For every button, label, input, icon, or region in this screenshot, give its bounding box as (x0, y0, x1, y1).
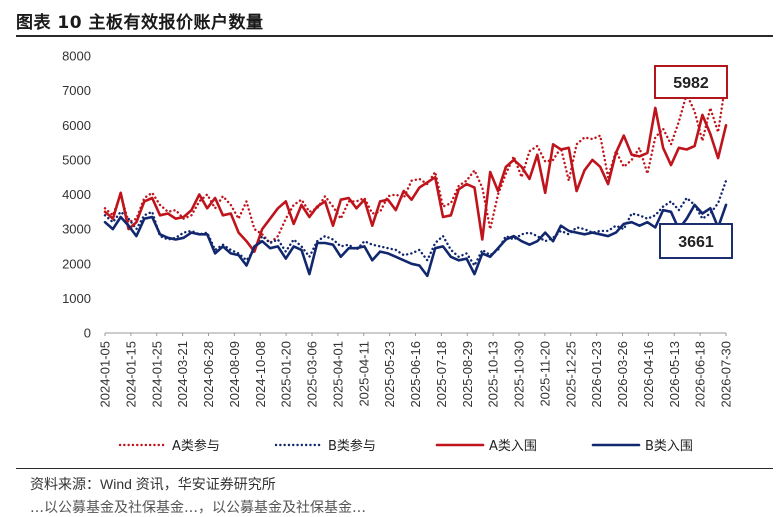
y-tick-label: 0 (84, 326, 91, 341)
x-tick-label: 2025-10-30 (512, 341, 527, 408)
x-tick-label: 2024-01-15 (123, 341, 138, 408)
x-tick-label: 2025-04-01 (330, 341, 345, 408)
x-tick-label: 2025-04-11 (356, 341, 371, 407)
x-tick-label: 2026-06-18 (693, 341, 708, 408)
x-tick-label: 2025-10-13 (486, 341, 501, 408)
x-tick-label: 2025-07-18 (434, 341, 449, 408)
y-tick-label: 5000 (62, 152, 91, 167)
x-tick-label: 2025-01-20 (279, 341, 294, 408)
body-text-cut: …以公募基金及社保基金…，以公募基金及社保基金… (30, 500, 366, 516)
callout-value: 5982 (673, 75, 709, 92)
y-tick-label: 7000 (62, 83, 91, 98)
callout-value: 3661 (678, 234, 714, 251)
legend-label: B类入围 (645, 439, 693, 454)
x-tick-label: 2025-12-25 (563, 341, 578, 408)
y-tick-label: 3000 (62, 222, 91, 237)
x-tick-label: 2025-08-29 (460, 341, 475, 408)
x-tick-label: 2026-04-16 (641, 341, 656, 408)
source-prefix: 资料来源： (30, 477, 100, 493)
x-tick-label: 2024-01-25 (149, 341, 164, 408)
source-rule (16, 468, 773, 469)
x-tick-label: 2025-06-16 (408, 341, 423, 408)
line-chart: 0 1000 2000 3000 4000 5000 6000 7000 8000 2024-01… (62, 49, 734, 455)
callout-box (654, 65, 728, 99)
x-tick-label: 2026-07-30 (719, 341, 734, 408)
legend-label: A类参与 (172, 438, 220, 454)
legend-label: B类参与 (328, 438, 376, 454)
callout-box (659, 223, 733, 259)
y-tick-label: 1000 (62, 291, 91, 306)
figure-title: 图表 10 主板有效报价账户数量 (16, 13, 264, 33)
x-tick-label: 2024-03-21 (175, 341, 190, 408)
x-tick-label: 2026-03-26 (615, 341, 630, 408)
x-tick-label: 2024-06-28 (201, 341, 216, 408)
y-tick-label: 2000 (62, 256, 91, 271)
x-tick-label: 2025-11-20 (537, 341, 552, 407)
source-note: 资料来源：Wind 资讯，华安证券研究所 (30, 474, 276, 494)
x-tick-label: 2025-05-23 (382, 341, 397, 408)
source-name: Wind 资讯，华安证券研究所 (100, 476, 276, 492)
x-tick-label: 2024-10-08 (253, 341, 268, 408)
series-line-b-shortlisted (103, 203, 728, 278)
y-tick-label: 6000 (62, 118, 91, 133)
x-tick-label: 2026-01-23 (589, 341, 604, 408)
title-rule (16, 35, 773, 37)
y-tick-label: 8000 (62, 49, 91, 64)
x-tick-label: 2024-08-09 (227, 341, 242, 408)
y-tick-label: 4000 (62, 187, 91, 202)
x-tick-label: 2024-01-05 (98, 341, 113, 408)
series-line-a-participate (103, 78, 728, 245)
x-tick-label: 2026-05-13 (667, 341, 682, 408)
x-tick-label: 2025-03-06 (305, 341, 320, 408)
series-line-a-shortlisted (103, 106, 728, 253)
legend-label: A类入围 (489, 439, 537, 454)
